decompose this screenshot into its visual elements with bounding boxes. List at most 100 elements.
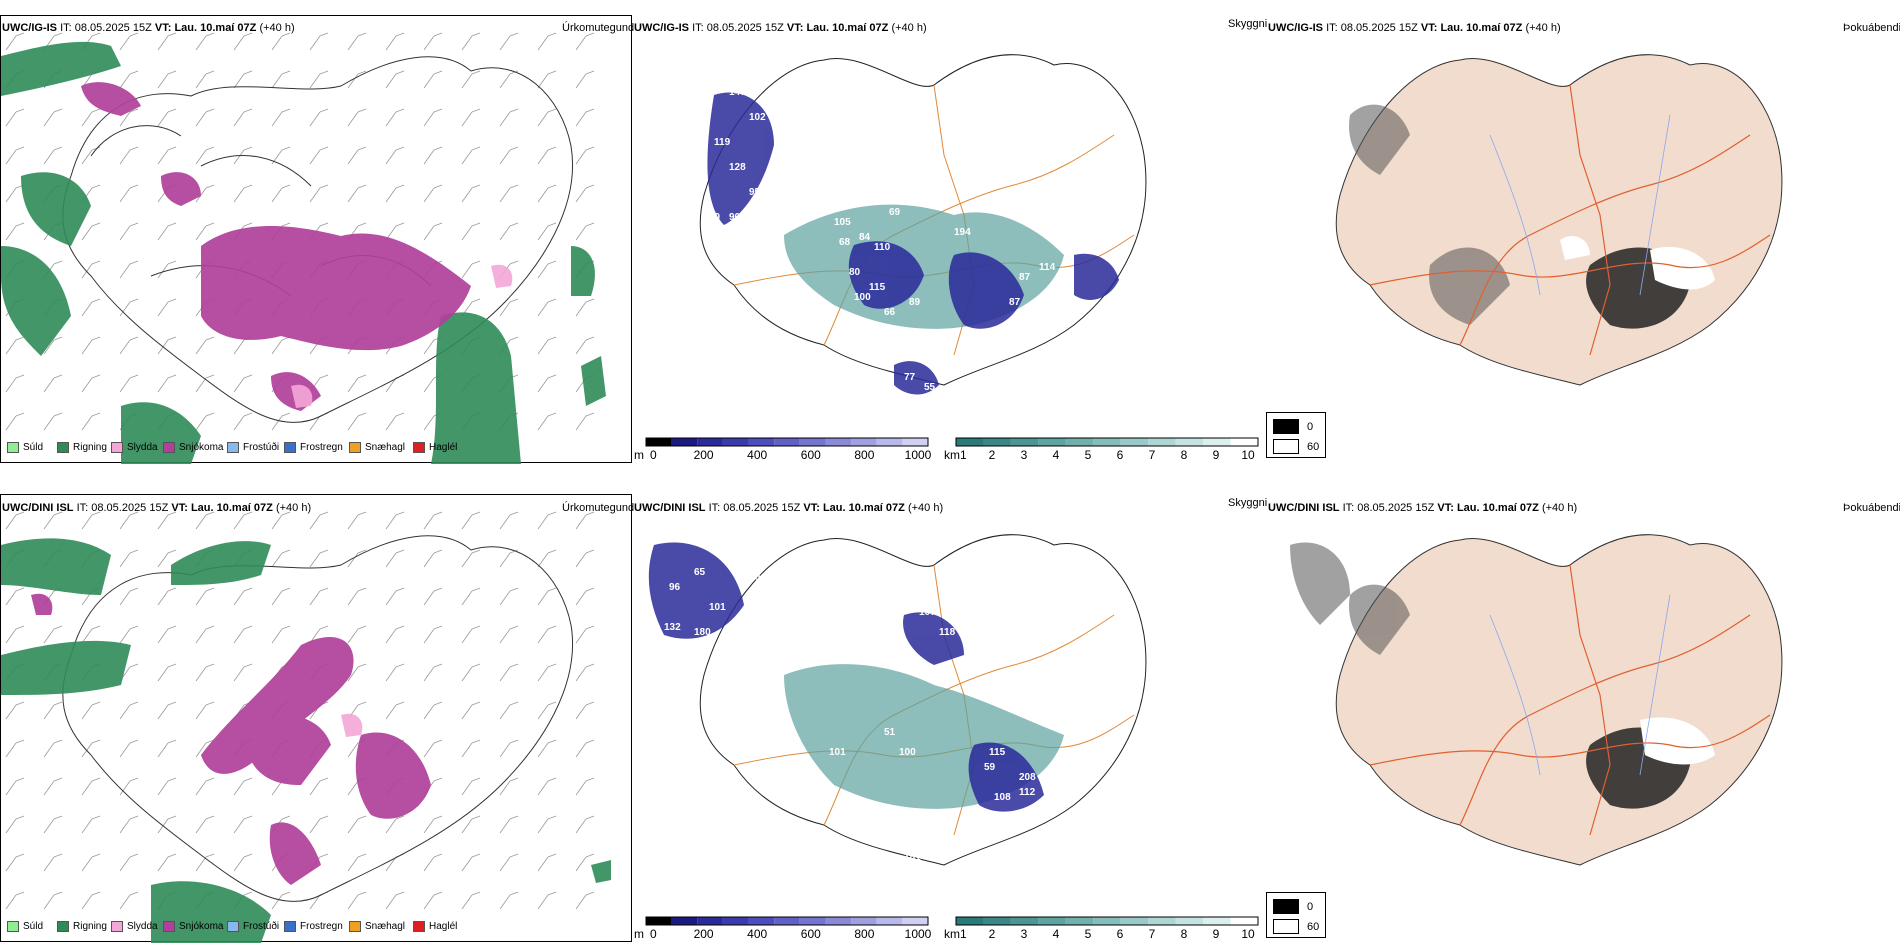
wind-barb xyxy=(5,222,25,241)
visibility-label: 68 xyxy=(839,237,851,248)
visibility-label: 108 xyxy=(994,792,1011,803)
wind-barb xyxy=(575,777,595,796)
wind-barb xyxy=(385,32,405,51)
colorbar-m-svg: m 0 200 400 600 800 1000 xyxy=(634,437,932,462)
wind-barb xyxy=(347,891,367,910)
wind-barb xyxy=(157,511,177,530)
wind-barb xyxy=(499,625,519,644)
legend-label: Slydda xyxy=(127,442,158,453)
wind-barb xyxy=(119,32,139,51)
wind-barb xyxy=(81,739,101,758)
wind-barb xyxy=(423,625,443,644)
legend-label: Snjókoma xyxy=(179,921,224,932)
wind-barb xyxy=(43,777,63,796)
wind-barb xyxy=(461,146,481,165)
wind-barb xyxy=(309,32,329,51)
wind-barb xyxy=(119,587,139,606)
wind-barb xyxy=(5,336,25,355)
wind-barb xyxy=(575,815,595,834)
colorbar-segment xyxy=(722,917,749,925)
legend-swatch xyxy=(284,442,296,453)
visibility-label: 90 xyxy=(729,212,741,223)
legend-swatch xyxy=(163,442,175,453)
visibility-label: 80 xyxy=(849,267,861,278)
wind-barb xyxy=(499,549,519,568)
legend-swatch xyxy=(111,921,123,932)
fog-legend-swatch xyxy=(1273,439,1299,454)
wind-barb xyxy=(119,815,139,834)
wind-barb xyxy=(195,336,215,355)
wind-barb xyxy=(347,146,367,165)
legend-swatch xyxy=(163,921,175,932)
colorbar-tick-label: 3 xyxy=(1021,448,1028,462)
wind-barb xyxy=(81,625,101,644)
colorbar-segment xyxy=(646,438,672,446)
colorbar-segment xyxy=(876,917,903,925)
wind-barb xyxy=(537,739,557,758)
wind-barb xyxy=(157,70,177,89)
wind-barb xyxy=(537,298,557,317)
fog-legend-2: 0 60 xyxy=(1266,892,1326,938)
visibility-label: 127 xyxy=(729,622,746,633)
wind-barb xyxy=(157,663,177,682)
wind-barb xyxy=(385,587,405,606)
wind-barb xyxy=(157,32,177,51)
wind-barb xyxy=(309,108,329,127)
colorbar-frame xyxy=(955,437,1259,447)
visibility-label: 96 xyxy=(669,582,681,593)
wind-barb xyxy=(537,625,557,644)
colorbar-segment xyxy=(748,438,775,446)
colorbar-tick-label: 10 xyxy=(1241,448,1255,462)
wind-barb xyxy=(575,739,595,758)
wind-barb xyxy=(195,511,215,530)
legend-swatch xyxy=(413,921,425,932)
visibility-label: 70 xyxy=(1054,287,1066,298)
precip-panel-2: Súld Rigning Slydda Snjókoma Frostúði Frostre… xyxy=(0,494,632,943)
visibility-label: 102 xyxy=(749,112,766,123)
legend-swatch xyxy=(227,442,239,453)
colorbar-segment xyxy=(1038,438,1066,446)
wind-barb xyxy=(195,701,215,720)
visibility-label: 100 xyxy=(854,292,871,303)
visibility-label: 69 xyxy=(889,207,901,218)
colorbar-tick-label: 400 xyxy=(747,927,767,941)
wind-barb xyxy=(119,260,139,279)
wind-barb xyxy=(43,891,63,910)
colorbar-tick-label: 9 xyxy=(1213,448,1220,462)
wind-barb xyxy=(575,146,595,165)
colorbar-segment xyxy=(1093,917,1121,925)
fog-legend-item: 0 xyxy=(1273,419,1313,434)
wind-barb xyxy=(157,625,177,644)
fog-map-1 xyxy=(1335,54,1783,386)
wind-barb xyxy=(575,587,595,606)
wind-barb xyxy=(5,412,25,431)
wind-barb xyxy=(537,663,557,682)
wind-barb xyxy=(385,663,405,682)
wind-barb xyxy=(423,549,443,568)
colorbar-tick-label: 0 xyxy=(650,448,657,462)
wind-barb xyxy=(309,891,329,910)
wind-barb xyxy=(461,815,481,834)
sleet-areas xyxy=(291,264,513,408)
legend-item-1: Rigning xyxy=(57,442,107,453)
iceland-fill xyxy=(1335,534,1783,866)
wind-barb xyxy=(309,70,329,89)
colorbar-segment xyxy=(1230,438,1258,446)
snow-areas xyxy=(31,593,431,885)
wind-barb xyxy=(575,625,595,644)
wind-barb xyxy=(5,815,25,834)
wind-barb xyxy=(43,108,63,127)
visibility-label: 118 xyxy=(939,627,956,638)
wind-barb xyxy=(195,222,215,241)
colorbar-segment xyxy=(1175,917,1204,925)
wind-barb xyxy=(385,853,405,872)
wind-barb xyxy=(575,336,595,355)
visibility-label: 114 xyxy=(1039,262,1056,273)
visibility-label: 194 xyxy=(954,227,971,238)
wind-barb xyxy=(347,625,367,644)
visibility-label: 95 xyxy=(749,187,761,198)
wind-barb xyxy=(157,374,177,393)
visibility-label: 91 xyxy=(929,882,941,893)
wind-barb xyxy=(81,336,101,355)
legend-item-0: Súld xyxy=(7,442,43,453)
